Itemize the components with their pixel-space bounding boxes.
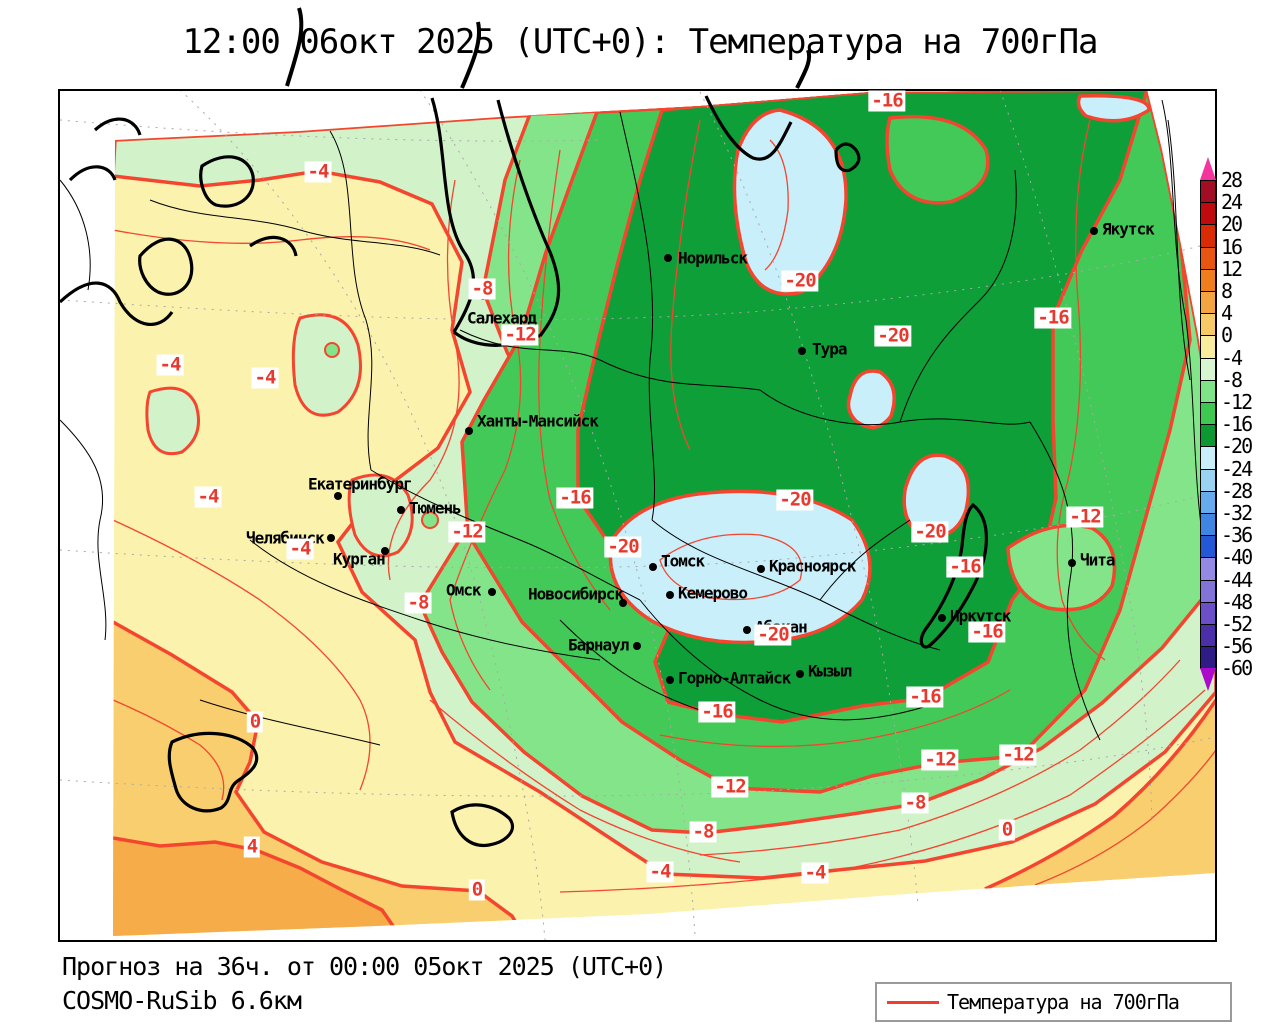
colorbar-box — [1200, 468, 1216, 492]
colorbar-tick-label: 8 — [1221, 279, 1233, 303]
colorbar-tick-label: -52 — [1221, 612, 1253, 636]
legend-label: Температура на 700гПа — [947, 990, 1180, 1014]
colorbar-box — [1200, 601, 1216, 625]
contour-4 — [113, 836, 402, 936]
colorbar-tick-label: 12 — [1221, 256, 1243, 281]
legend-line-sample — [887, 1000, 939, 1004]
colorbar-tick-label: -24 — [1221, 456, 1253, 481]
colorbar-tick-label: -44 — [1221, 567, 1253, 592]
colorbar-box — [1200, 446, 1216, 470]
colorbar-box — [1200, 402, 1216, 426]
colorbar-tick-label: -32 — [1221, 501, 1253, 525]
map-frame — [58, 89, 1217, 942]
zone-island--12--16 — [885, 114, 990, 205]
colorbar-tick-label: -8 — [1221, 367, 1243, 392]
colorbar-tick-label: 20 — [1221, 212, 1243, 237]
colorbar-tick-label: -60 — [1221, 656, 1253, 681]
colorbar-tick-label: 28 — [1221, 168, 1243, 192]
colorbar-box — [1200, 246, 1216, 270]
colorbar-tick-label: -36 — [1221, 523, 1253, 548]
colorbar-tick-label: -12 — [1221, 390, 1253, 414]
colorbar-box — [1200, 535, 1216, 559]
zone-0-4-se — [985, 700, 1216, 889]
colorbar-overflow-top — [1200, 157, 1216, 180]
colorbar-box — [1200, 357, 1216, 381]
zone-patch--4--8 — [291, 313, 362, 417]
colorbar-tick-label: -40 — [1221, 545, 1253, 570]
colorbar-box — [1200, 557, 1216, 581]
colorbar-tick-label: -56 — [1221, 634, 1253, 659]
zone-below--20 — [1076, 94, 1151, 123]
colorbar-box — [1200, 291, 1216, 315]
zone-4-8-sw — [113, 838, 400, 936]
forecast-info: Прогноз на 36ч. от 00:00 05окт 2025 (UTC… — [62, 952, 667, 981]
zone-below--20 — [608, 489, 872, 645]
colorbar-box — [1200, 335, 1216, 359]
coastlines — [58, 95, 988, 848]
colorbar-tick-label: -16 — [1221, 412, 1253, 437]
colorbar-tick-label: -28 — [1221, 478, 1253, 503]
colorbar-tick-label: -20 — [1221, 434, 1253, 459]
colorbar-box — [1200, 268, 1216, 292]
zone-spot--8--12 — [421, 511, 439, 529]
graticule — [59, 89, 1217, 941]
colorbar-overflow-bottom — [1200, 668, 1216, 692]
colorbar-tick-label: -4 — [1221, 345, 1243, 370]
colorbar-box — [1200, 424, 1216, 448]
model-info: COSMO-RuSib 6.6км — [62, 986, 302, 1015]
colorbar-box — [1200, 490, 1216, 514]
legend-box: Температура на 700гПа — [875, 982, 1232, 1022]
zone-patch--4--8 — [347, 473, 414, 558]
colorbar-box — [1200, 202, 1216, 226]
colorbar-box — [1200, 313, 1216, 337]
colorbar-tick-label: 16 — [1221, 234, 1243, 259]
zone-below--20 — [846, 369, 896, 430]
colorbar-box — [1200, 624, 1216, 648]
thin-contours — [113, 119, 1216, 893]
colorbar-tick-label: 0 — [1221, 323, 1233, 348]
colorbar-box — [1200, 180, 1216, 204]
colorbar-tick-label: 24 — [1221, 190, 1243, 215]
zone-pocket-chita — [1006, 523, 1117, 612]
admin-borders — [59, 99, 1207, 746]
coastline-islands-top — [285, 7, 812, 89]
zone-patch--4--8 — [145, 386, 200, 456]
colorbar-box — [1200, 379, 1216, 403]
zone-spot--8--12 — [324, 342, 340, 358]
zone-below--20 — [902, 453, 971, 539]
colorbar-box — [1200, 579, 1216, 603]
colorbar-tick-label: 4 — [1221, 301, 1233, 326]
colorbar-box — [1200, 646, 1216, 670]
page-title: 12:00 06окт 2025 (UTC+0): Температура на… — [182, 22, 1098, 62]
colorbar-box — [1200, 513, 1216, 537]
colorbar-tick-label: -48 — [1221, 589, 1253, 614]
colorbar-box — [1200, 224, 1216, 248]
